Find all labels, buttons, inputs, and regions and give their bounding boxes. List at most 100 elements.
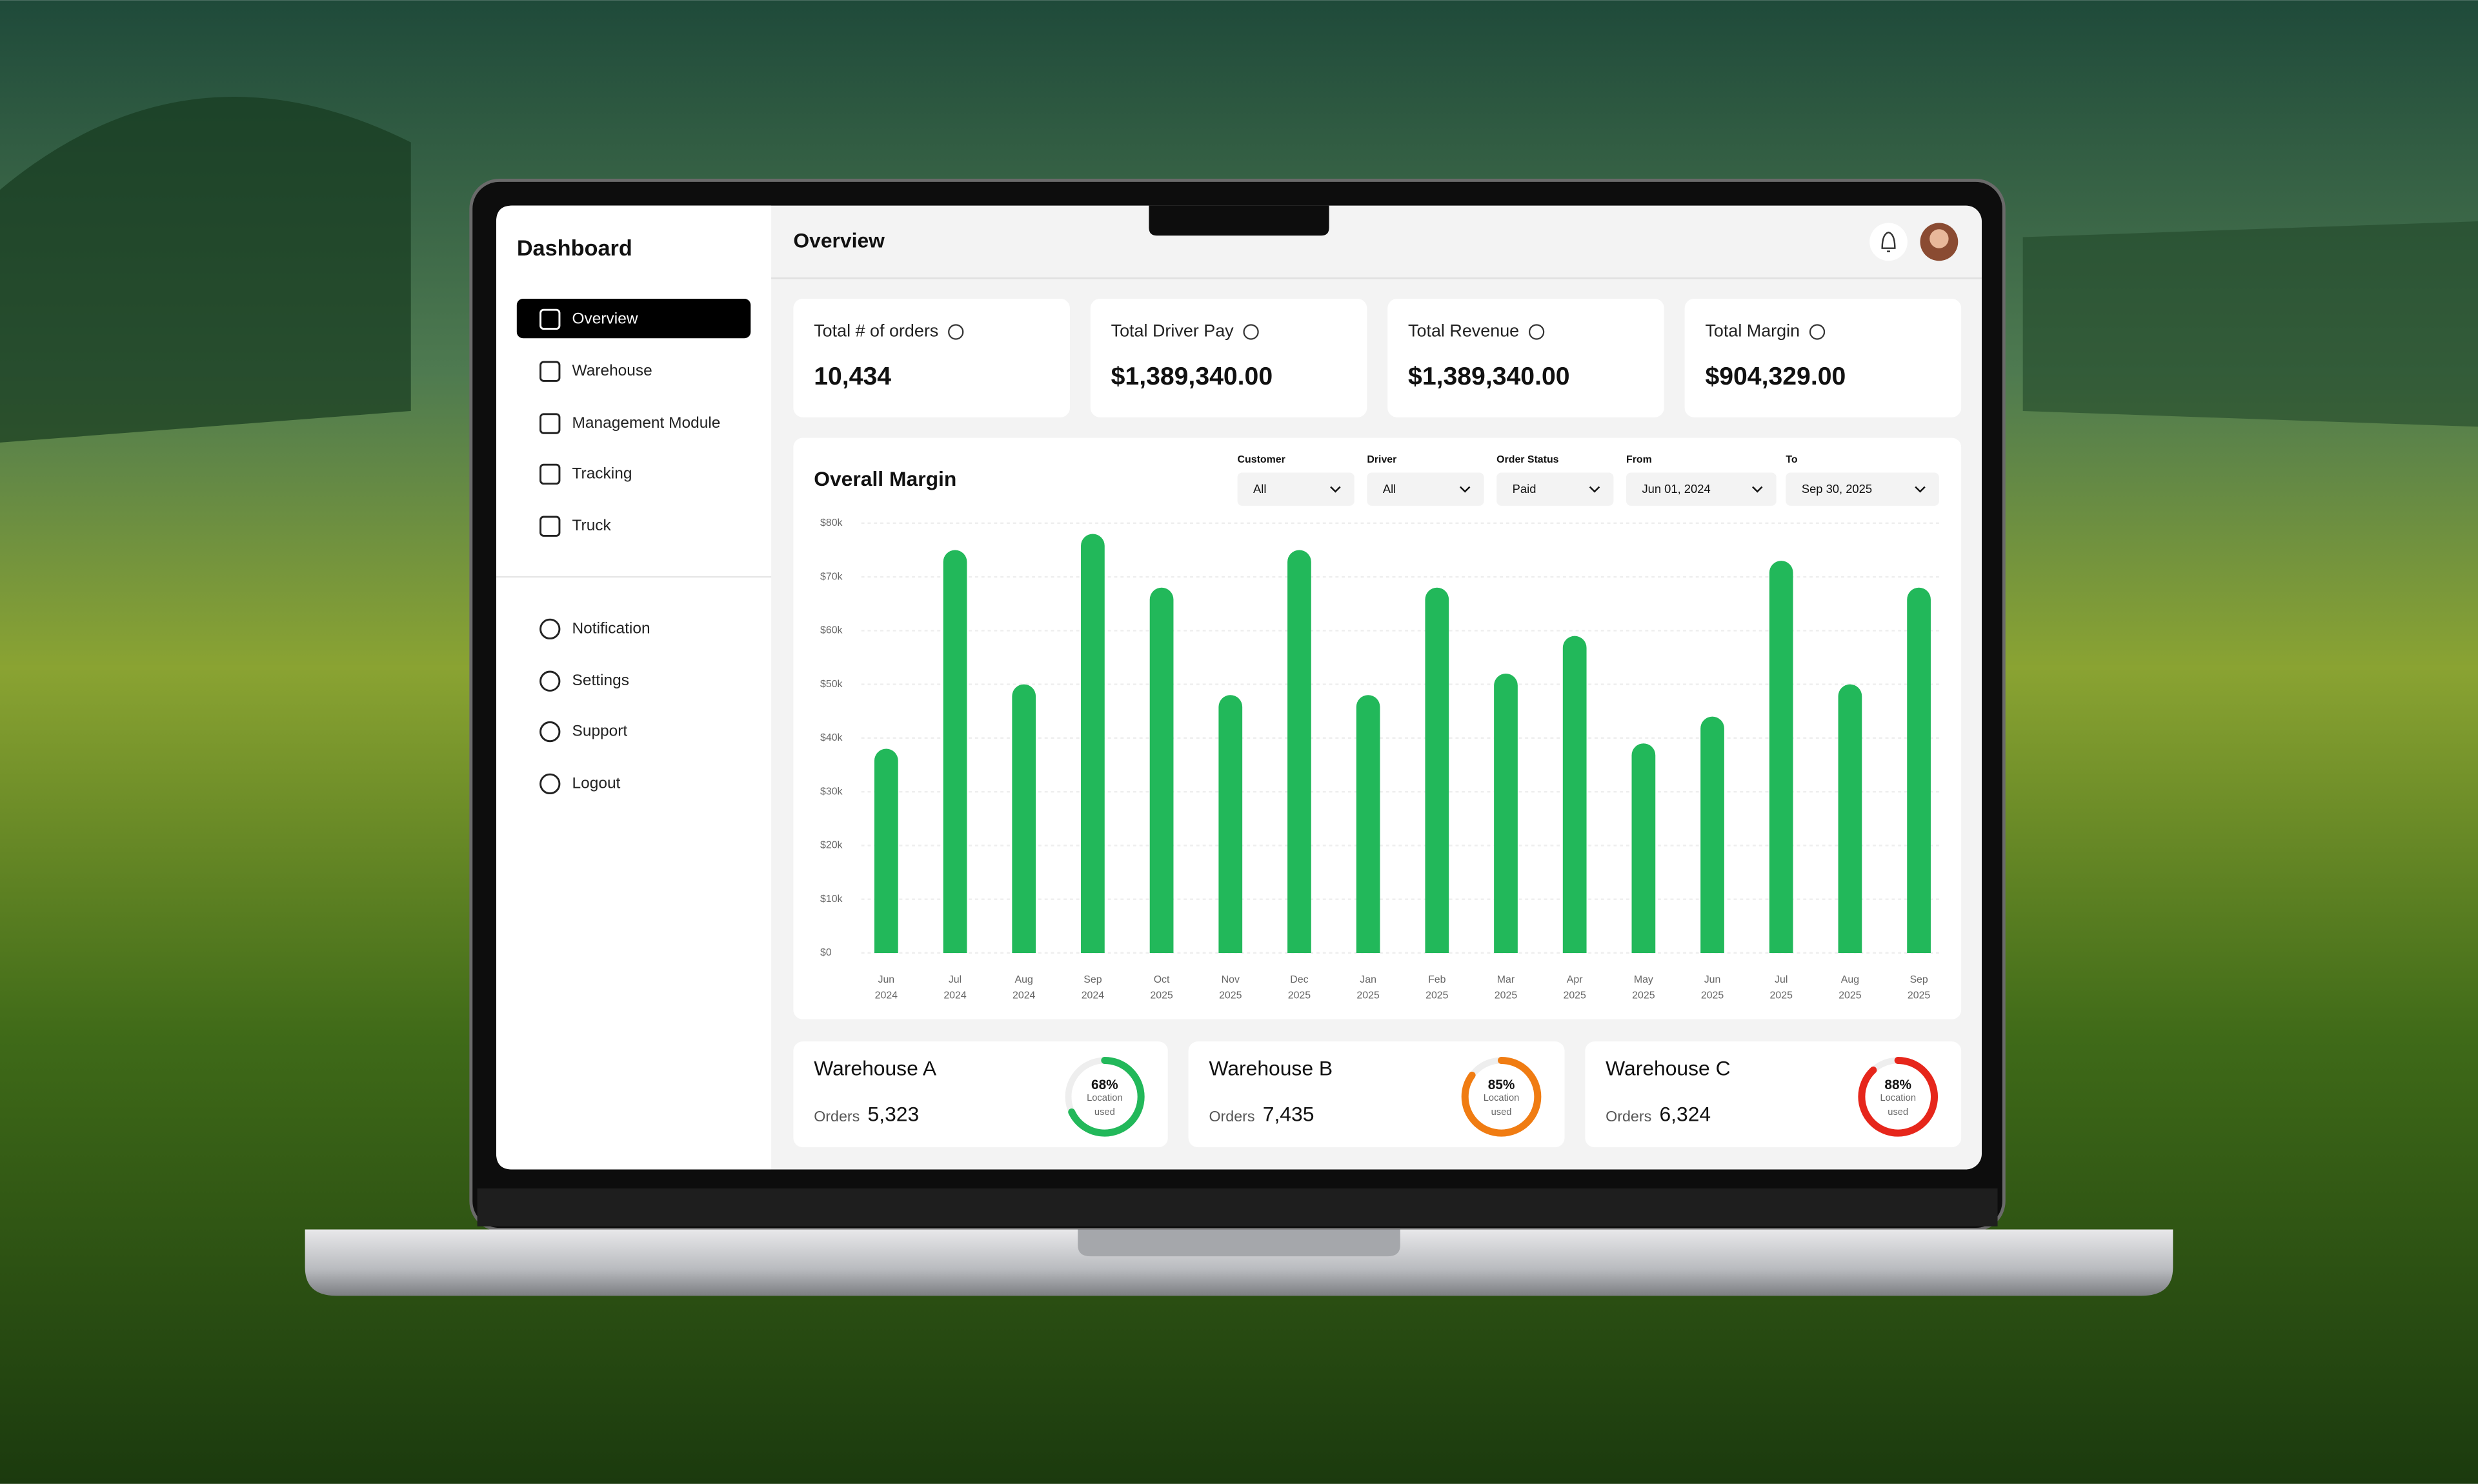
bar: [1149, 587, 1174, 953]
x-tick-label: 2025: [1838, 990, 1862, 1001]
donut-arc: [1065, 1056, 1145, 1137]
menu-item[interactable]: Truck: [572, 517, 612, 534]
stat-card: [1387, 299, 1664, 417]
menu-item[interactable]: Warehouse: [572, 362, 652, 379]
header-title: Overview: [793, 228, 885, 252]
x-tick-label: Sep: [1909, 974, 1928, 985]
orders-label: Orders: [1209, 1108, 1254, 1125]
warehouse-name: Warehouse C: [1606, 1057, 1730, 1080]
bar: [1081, 534, 1105, 953]
donut-caption: Location: [1087, 1093, 1123, 1103]
filter-value: All: [1383, 482, 1396, 496]
donut-arc: [1461, 1056, 1542, 1137]
info-icon: [1528, 324, 1545, 340]
trees: [2022, 221, 2478, 427]
menu-item[interactable]: Settings: [572, 672, 629, 689]
x-tick-label: Jun: [878, 974, 895, 985]
menu-item[interactable]: Management Module: [572, 414, 721, 432]
filter-value: Jun 01, 2024: [1642, 482, 1710, 496]
chevron: [1752, 486, 1763, 493]
donut-caption: used: [1888, 1107, 1908, 1118]
filter-label: Customer: [1238, 454, 1285, 465]
info-icon: [1809, 324, 1826, 340]
menu-item[interactable]: Logout: [572, 774, 621, 792]
bell-button[interactable]: [1869, 223, 1908, 261]
filter-select[interactable]: [1786, 472, 1939, 506]
y-tick-label: $0: [820, 947, 832, 958]
filter-value: Paid: [1513, 482, 1536, 496]
x-tick-label: 2025: [1770, 990, 1793, 1001]
bar: [1494, 673, 1518, 953]
donut-label: 88%: [1884, 1078, 1911, 1092]
x-tick-label: 2025: [1908, 990, 1931, 1001]
chevron: [1589, 486, 1600, 493]
avatar-face: [1929, 229, 1949, 248]
menu-icon: [539, 773, 561, 795]
menu-item[interactable]: Support: [572, 723, 628, 740]
trees: [0, 97, 411, 443]
bar: [1907, 587, 1931, 953]
menu-item[interactable]: Overview: [572, 310, 638, 327]
card-label: Total # of orders: [814, 321, 938, 341]
donut-caption: Location: [1880, 1093, 1916, 1103]
y-tick-label: $60k: [820, 625, 843, 636]
stat-card: [1090, 299, 1367, 417]
filter-select[interactable]: [1237, 472, 1355, 506]
x-tick-label: 2025: [1288, 990, 1311, 1001]
active-menu-bg[interactable]: [516, 299, 751, 339]
bell-icon: [1881, 231, 1896, 252]
x-tick-label: 2025: [1495, 990, 1518, 1001]
x-tick-label: Aug: [1015, 974, 1033, 985]
donut-caption: used: [1491, 1107, 1512, 1118]
filter-value: Sep 30, 2025: [1802, 482, 1872, 496]
y-tick-label: $30k: [820, 786, 843, 797]
card-label: Total Driver Pay: [1111, 321, 1234, 341]
info-icon: [1243, 324, 1259, 340]
menu-item[interactable]: Tracking: [572, 465, 632, 482]
chart-title: Overall Margin: [814, 467, 956, 490]
menu-icon: [539, 308, 561, 330]
donut-caption: Location: [1484, 1093, 1520, 1103]
x-tick-label: Sep: [1083, 974, 1102, 985]
filter-select[interactable]: [1367, 472, 1484, 506]
bezel-bottom: [477, 1188, 1998, 1227]
filter-select[interactable]: [1626, 472, 1777, 506]
bar: [1012, 684, 1036, 953]
bar: [1562, 636, 1587, 953]
x-tick-label: Aug: [1841, 974, 1859, 985]
bar: [1838, 684, 1862, 953]
x-tick-label: 2024: [943, 990, 967, 1001]
x-tick-label: May: [1634, 974, 1653, 985]
card-value: $1,389,340.00: [1111, 363, 1273, 390]
bar: [1769, 561, 1793, 953]
chevron: [1915, 486, 1926, 493]
filter-value: All: [1253, 482, 1266, 496]
menu-icon: [539, 463, 561, 485]
card-label: Total Margin: [1705, 321, 1800, 341]
donut-label: 68%: [1091, 1078, 1118, 1092]
sidebar: [496, 205, 772, 1170]
chevron: [1330, 486, 1341, 493]
y-tick-label: $70k: [820, 571, 843, 582]
card-value: $904,329.00: [1705, 363, 1846, 390]
donut-arc: [1858, 1056, 1939, 1137]
bar: [1356, 695, 1380, 953]
camera-notch: [1149, 205, 1329, 236]
x-tick-label: Jul: [949, 974, 962, 985]
bar: [1631, 743, 1656, 953]
x-tick-label: Feb: [1428, 974, 1446, 985]
menu-icon: [539, 361, 561, 382]
filter-select[interactable]: [1496, 472, 1614, 506]
bar: [1700, 716, 1724, 953]
x-tick-label: Jan: [1360, 974, 1376, 985]
donut-label: 85%: [1488, 1078, 1515, 1092]
x-tick-label: 2025: [1219, 990, 1242, 1001]
x-tick-label: Dec: [1290, 974, 1308, 985]
x-tick-label: 2025: [1150, 990, 1173, 1001]
bar: [1425, 587, 1449, 953]
menu-item[interactable]: Notification: [572, 619, 650, 637]
x-tick-label: Oct: [1154, 974, 1170, 985]
filter-label: Order Status: [1496, 454, 1559, 465]
stat-card: [793, 299, 1070, 417]
